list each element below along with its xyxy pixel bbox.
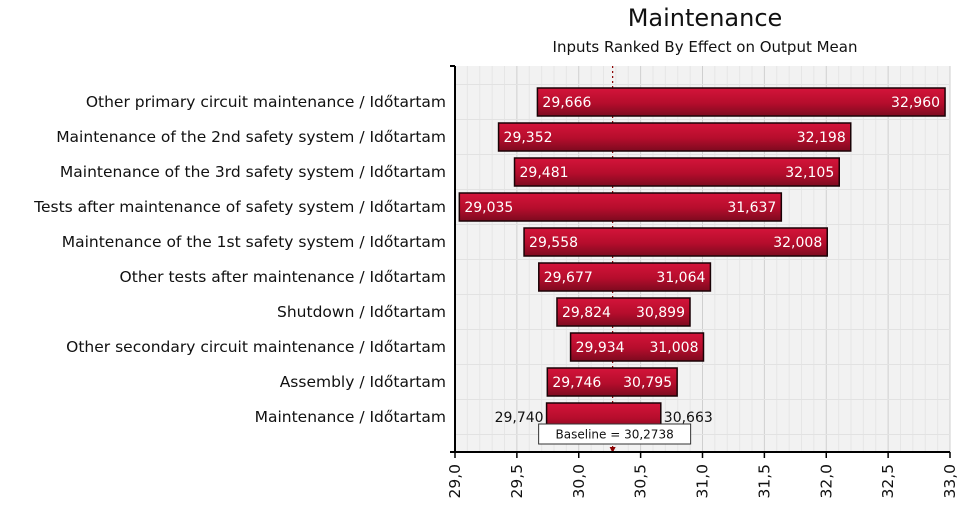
bar-low-value-label: 29,934	[576, 340, 625, 356]
category-label: Maintenance / Időtartam	[255, 408, 446, 426]
bar-high-value-label: 32,008	[773, 235, 822, 251]
x-tick-label: 32,0	[817, 464, 835, 499]
category-label: Tests after maintenance of safety system…	[33, 198, 446, 216]
x-tick-label: 29,0	[446, 464, 464, 499]
x-tick-label: 33,0	[941, 464, 959, 499]
bar-high-value-label: 31,064	[656, 270, 705, 286]
bar-high-value-label: 30,795	[623, 375, 672, 391]
baseline-callout-label: Baseline = 30,2738	[556, 428, 674, 442]
category-label: Other secondary circuit maintenance / Id…	[66, 338, 446, 356]
bar-high-value-label: 30,899	[636, 305, 685, 321]
x-tick-label: 29,5	[508, 464, 526, 499]
category-label: Shutdown / Időtartam	[277, 303, 446, 321]
bar-high-value-label: 32,198	[797, 130, 846, 146]
x-tick-label: 31,5	[755, 464, 773, 499]
bar-high-value-label: 32,960	[891, 95, 940, 111]
baseline-marker	[609, 447, 616, 453]
tornado-bar	[497, 122, 852, 152]
bar-low-value-label: 29,666	[542, 95, 591, 111]
tornado-bar	[523, 227, 828, 257]
category-label: Other tests after maintenance / Időtarta…	[120, 268, 446, 286]
chart-title: Maintenance	[627, 4, 783, 32]
tornado-bar	[556, 297, 691, 327]
chart-subtitle: Inputs Ranked By Effect on Output Mean	[552, 38, 858, 56]
baseline-callout-box	[538, 423, 692, 445]
category-label: Maintenance of the 1st safety system / I…	[62, 233, 446, 251]
tornado-bar	[569, 332, 705, 362]
category-label: Maintenance of the 2nd safety system / I…	[56, 128, 446, 146]
bar-low-value-label: 29,352	[504, 130, 553, 146]
category-label: Maintenance of the 3rd safety system / I…	[60, 163, 446, 181]
bar-low-value-label: 29,740	[495, 410, 544, 426]
bar-high-value-label: 30,663	[664, 410, 713, 426]
x-tick-label: 31,0	[694, 464, 712, 499]
tornado-bar	[546, 367, 678, 397]
x-tick-label: 32,5	[879, 464, 897, 499]
tornado-bar	[536, 87, 946, 117]
bar-low-value-label: 29,746	[552, 375, 601, 391]
tornado-bar	[513, 157, 840, 187]
bar-high-value-label: 32,105	[785, 165, 834, 181]
bar-high-value-label: 31,637	[727, 200, 776, 216]
bar-low-value-label: 29,677	[544, 270, 593, 286]
bar-low-value-label: 29,558	[529, 235, 578, 251]
category-label: Other primary circuit maintenance / Időt…	[86, 93, 446, 111]
x-tick-label: 30,0	[570, 464, 588, 499]
bar-low-value-label: 29,481	[520, 165, 569, 181]
category-label: Assembly / Időtartam	[280, 373, 446, 391]
bar-high-value-label: 31,008	[649, 340, 698, 356]
tornado-bar	[538, 262, 712, 292]
tornado-bar	[458, 192, 783, 222]
bar-low-value-label: 29,035	[464, 200, 513, 216]
bar-low-value-label: 29,824	[562, 305, 611, 321]
x-tick-label: 30,5	[632, 464, 650, 499]
